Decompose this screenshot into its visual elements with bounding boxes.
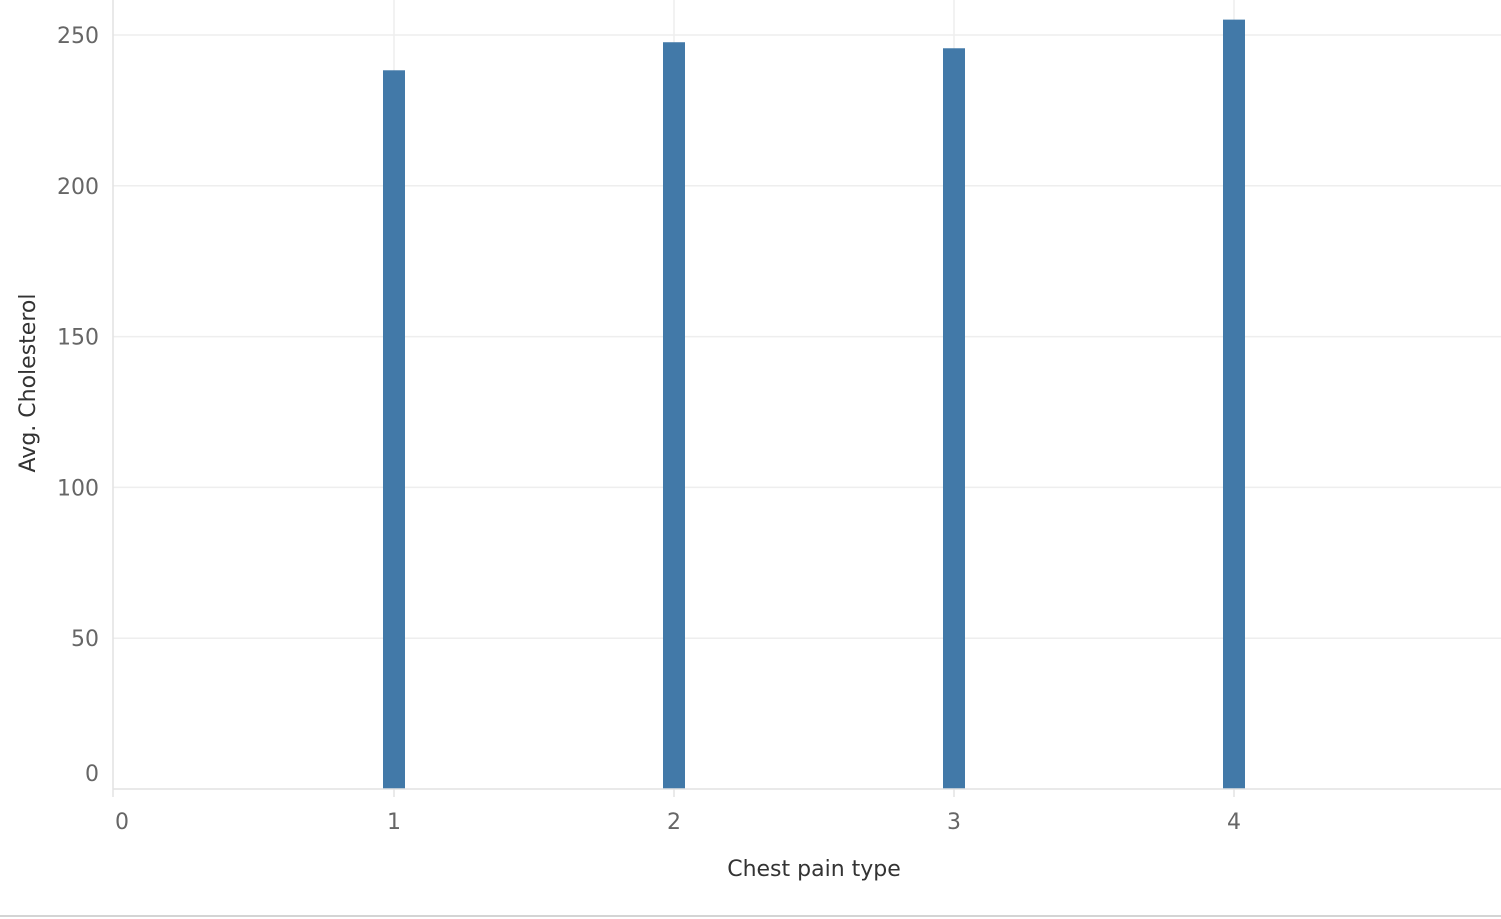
y-axis-title: Avg. Cholesterol: [16, 294, 41, 473]
grid-lines: [112, 0, 1501, 797]
bar-2[interactable]: [663, 42, 685, 789]
bar-4[interactable]: [1223, 19, 1245, 789]
bottom-divider: [0, 915, 1501, 917]
bars: [383, 19, 1245, 790]
y-tick-label: 250: [57, 24, 99, 49]
x-tick-label: 2: [667, 810, 681, 835]
y-tick-labels: 0 50 100 150 200 250: [57, 24, 99, 787]
x-tick-labels: 012345: [115, 810, 1241, 835]
y-tick-label: 150: [57, 326, 99, 351]
x-tick-label: 0: [115, 810, 129, 835]
x-tick-label: 1: [387, 810, 401, 835]
bar-3[interactable]: [943, 48, 965, 790]
x-tick-label: 4: [1227, 810, 1241, 835]
x-axis-title: Chest pain type: [727, 857, 901, 882]
y-tick-label: 0: [85, 762, 99, 787]
y-tick-label: 50: [71, 627, 99, 652]
y-tick-label: 200: [57, 175, 99, 200]
x-tick-label: 3: [947, 810, 961, 835]
y-tick-label: 100: [57, 476, 99, 501]
bar-1[interactable]: [383, 70, 405, 789]
